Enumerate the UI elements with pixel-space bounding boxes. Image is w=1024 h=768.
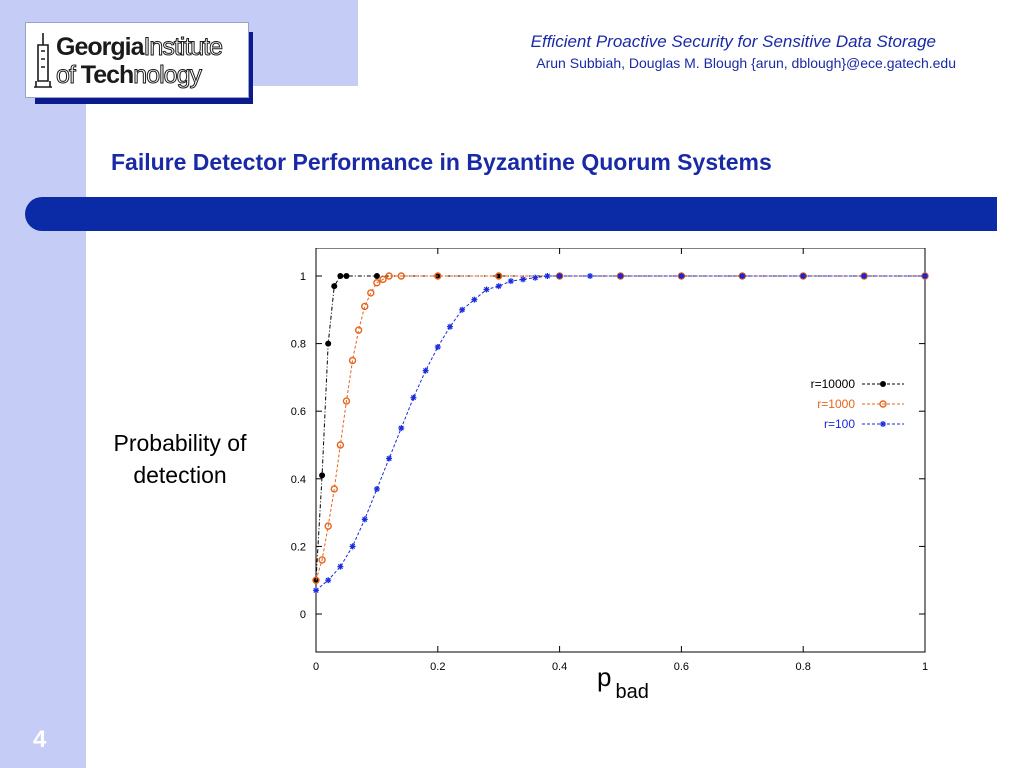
data-point-2 xyxy=(361,516,368,523)
data-point-1 xyxy=(324,522,332,530)
data-point-1 xyxy=(494,272,503,280)
y-tick-label: 0 xyxy=(300,609,306,621)
detection-probability-chart: 0 0.2 0.4 0.6 0.8 1 0 0.2 0.4 0.6 0.8 1 r=10000 r=100… xyxy=(291,248,929,673)
data-point-1 xyxy=(373,279,381,287)
data-point-2 xyxy=(325,577,332,584)
paper-title: Efficient Proactive Security for Sensiti… xyxy=(530,32,936,51)
data-point-2 xyxy=(532,274,539,281)
legend-marker xyxy=(880,381,886,387)
legend-marker xyxy=(879,400,887,408)
data-point-1 xyxy=(379,275,387,284)
data-point-2 xyxy=(446,323,453,330)
data-point-2 xyxy=(800,273,807,279)
data-point-2 xyxy=(556,273,563,279)
data-point-2 xyxy=(922,273,928,279)
data-point-2 xyxy=(544,273,551,279)
logo-text-line1: GeorgiaInstitute xyxy=(56,33,224,62)
title-divider-bar xyxy=(25,197,997,231)
y-tick-label: 1 xyxy=(300,271,306,283)
x-axis-label-main: p xyxy=(597,662,612,692)
x-tick-label: 0.6 xyxy=(674,661,689,673)
x-tick-label: 0 xyxy=(313,661,319,673)
slide-title: Failure Detector Performance in Byzantin… xyxy=(111,149,772,175)
data-point-1 xyxy=(348,356,357,365)
data-point-0 xyxy=(337,273,344,279)
x-tick-label: 1 xyxy=(922,661,928,673)
data-point-0 xyxy=(325,340,332,347)
georgia-tech-logo: GeorgiaInstitute of Technology xyxy=(25,22,249,98)
data-point-2 xyxy=(587,273,594,279)
y-tick-label: 0.8 xyxy=(291,339,306,351)
data-point-2 xyxy=(483,286,490,293)
data-point-0 xyxy=(331,283,338,290)
paper-authors: Arun Subbiah, Douglas M. Blough {arun, d… xyxy=(536,55,956,71)
y-tick-label: 0.4 xyxy=(291,474,306,486)
data-point-1 xyxy=(434,272,442,280)
data-point-1 xyxy=(354,326,363,334)
data-point-2 xyxy=(386,455,393,462)
legend-label: r=10000 xyxy=(811,377,856,391)
data-point-1 xyxy=(385,272,393,280)
legend-label: r=100 xyxy=(824,417,855,431)
data-point-2 xyxy=(337,563,344,570)
data-point-0 xyxy=(343,273,350,279)
x-tick-label: 0.4 xyxy=(552,661,567,673)
data-point-0 xyxy=(495,273,502,279)
data-point-2 xyxy=(861,273,868,279)
data-point-1 xyxy=(361,302,369,311)
data-point-2 xyxy=(471,296,478,303)
data-point-2 xyxy=(520,276,527,283)
data-point-1 xyxy=(312,576,320,584)
data-point-2 xyxy=(398,425,405,432)
data-point-2 xyxy=(410,394,417,401)
y-axis-label: Probability of detection xyxy=(113,430,247,488)
data-point-2 xyxy=(459,306,466,313)
data-point-2 xyxy=(422,367,429,374)
data-point-1 xyxy=(342,397,351,405)
data-point-2 xyxy=(495,283,502,290)
data-point-1 xyxy=(318,556,326,564)
plot-frame xyxy=(315,248,926,653)
x-axis-label: p bad xyxy=(597,662,649,703)
series-line-2 xyxy=(315,275,925,591)
data-point-2 xyxy=(617,273,624,279)
sidebar-panel xyxy=(0,0,86,768)
y-tick-label: 0.6 xyxy=(291,406,306,418)
data-point-0 xyxy=(319,472,326,479)
tower-logo-icon xyxy=(34,33,52,88)
data-point-2 xyxy=(739,273,746,279)
data-point-2 xyxy=(349,543,356,550)
data-point-0 xyxy=(373,273,380,279)
data-point-1 xyxy=(330,485,338,493)
page-number: 4 xyxy=(33,726,47,753)
x-tick-label: 0.8 xyxy=(796,661,811,673)
data-point-2 xyxy=(434,343,441,350)
legend-label: r=1000 xyxy=(817,397,855,411)
data-point-1 xyxy=(397,272,405,280)
data-point-1 xyxy=(367,289,375,297)
data-point-1 xyxy=(336,441,345,449)
data-point-2 xyxy=(373,485,380,492)
data-point-2 xyxy=(678,273,685,279)
data-point-2 xyxy=(313,587,319,594)
logo-text-line2: of Technology xyxy=(56,61,203,90)
legend-marker xyxy=(880,421,886,427)
x-tick-label: 0.2 xyxy=(430,661,445,673)
y-tick-label: 0.2 xyxy=(291,541,306,553)
data-point-2 xyxy=(507,278,514,285)
x-axis-label-sub: bad xyxy=(615,681,649,703)
